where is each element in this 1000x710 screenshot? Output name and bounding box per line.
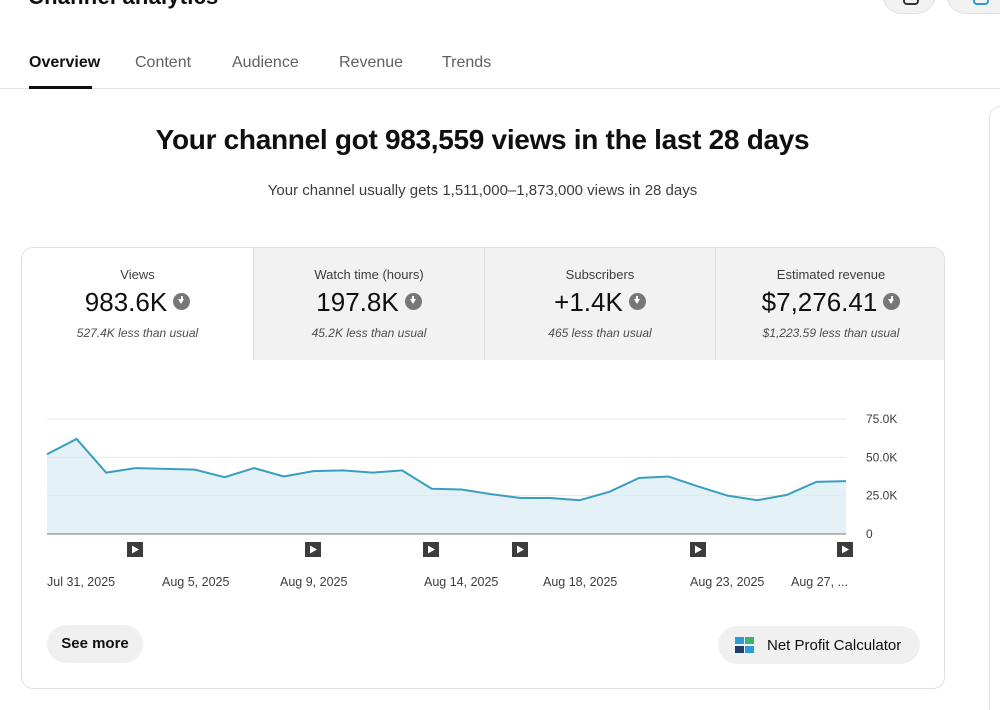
data-point[interactable] bbox=[518, 496, 522, 500]
metric-label: Estimated revenue bbox=[776, 267, 886, 282]
metric-value: 197.8K bbox=[254, 287, 484, 318]
arrow-down-circle-icon bbox=[883, 292, 901, 310]
data-point[interactable] bbox=[785, 493, 789, 497]
side-panel-edge bbox=[989, 106, 1000, 710]
x-tick-label: Aug 27, ... bbox=[791, 575, 848, 589]
views-typical-range: Your channel usually gets 1,511,000–1,87… bbox=[267, 182, 698, 199]
see-more-button[interactable]: See more bbox=[47, 625, 143, 663]
views-series-line[interactable] bbox=[46, 437, 847, 502]
metric-tab-subscribers[interactable]: Subscribers +1.4K 465 less than usual bbox=[484, 248, 715, 360]
tab-content[interactable]: Content bbox=[135, 54, 192, 71]
y-tick-label: 0 bbox=[866, 527, 873, 541]
views-chart: 0 25.0K 50.0K 75.0K bbox=[45, 412, 897, 557]
x-tick-label: Aug 5, 2025 bbox=[162, 575, 230, 589]
data-point[interactable] bbox=[755, 498, 759, 502]
arrow-down-circle-icon bbox=[628, 292, 646, 310]
tab-bar: Overview Content Audience Revenue Trends bbox=[0, 40, 1000, 89]
metric-tab-estimated-revenue[interactable]: Estimated revenue $7,276.41 $1,223.59 le… bbox=[715, 248, 944, 360]
x-tick-label: Aug 23, 2025 bbox=[690, 575, 765, 589]
x-tick-label: Aug 9, 2025 bbox=[280, 575, 348, 589]
data-point[interactable] bbox=[666, 475, 670, 479]
data-point[interactable] bbox=[400, 468, 404, 472]
views-headline: Your channel got 983,559 views in the la… bbox=[155, 124, 810, 155]
data-point[interactable] bbox=[696, 484, 700, 488]
overview-card: Views 983.6K 527.4K less than usual Watc… bbox=[21, 247, 945, 689]
top-action-button[interactable] bbox=[946, 0, 1000, 14]
net-profit-calculator-button[interactable]: Net Profit Calculator bbox=[718, 626, 920, 664]
metric-note: 527.4K less than usual bbox=[76, 326, 199, 340]
video-published-play-icon[interactable] bbox=[837, 542, 853, 557]
data-point[interactable] bbox=[578, 498, 582, 502]
metric-tabs: Views 983.6K 527.4K less than usual Watc… bbox=[22, 248, 944, 360]
x-tick-label: Jul 31, 2025 bbox=[47, 575, 116, 589]
data-point[interactable] bbox=[104, 471, 108, 475]
views-area-fill bbox=[47, 438, 846, 534]
data-point[interactable] bbox=[252, 466, 256, 470]
metric-value: $7,276.41 bbox=[716, 287, 944, 318]
data-point[interactable] bbox=[341, 468, 345, 472]
data-point[interactable] bbox=[163, 467, 167, 471]
data-point[interactable] bbox=[193, 468, 197, 472]
metric-note: 465 less than usual bbox=[548, 326, 652, 340]
metric-label: Watch time (hours) bbox=[314, 267, 424, 282]
metric-note: 45.2K less than usual bbox=[311, 326, 427, 340]
tab-revenue[interactable]: Revenue bbox=[339, 54, 404, 71]
top-action-button[interactable] bbox=[882, 0, 936, 14]
data-point[interactable] bbox=[223, 475, 227, 479]
data-point[interactable] bbox=[844, 479, 848, 483]
video-published-play-icon[interactable] bbox=[512, 542, 528, 557]
data-point[interactable] bbox=[814, 480, 818, 484]
data-point[interactable] bbox=[75, 437, 79, 441]
metric-tab-views[interactable]: Views 983.6K 527.4K less than usual bbox=[22, 248, 253, 360]
data-point[interactable] bbox=[726, 494, 730, 498]
camera-icon bbox=[903, 0, 919, 5]
tab-trends[interactable]: Trends bbox=[442, 54, 492, 71]
app-icon bbox=[973, 0, 989, 5]
net-profit-label: Net Profit Calculator bbox=[767, 637, 902, 654]
y-tick-label: 50.0K bbox=[866, 450, 897, 464]
y-tick-label: 75.0K bbox=[866, 412, 897, 426]
metric-value: +1.4K bbox=[485, 287, 715, 318]
data-point[interactable] bbox=[637, 476, 641, 480]
metric-value: 983.6K bbox=[22, 287, 253, 318]
net-profit-logo-icon bbox=[735, 637, 754, 653]
x-tick-label: Aug 14, 2025 bbox=[424, 575, 499, 589]
y-tick-label: 25.0K bbox=[866, 489, 897, 503]
metric-tab-watch-time[interactable]: Watch time (hours) 197.8K 45.2K less tha… bbox=[253, 248, 484, 360]
active-tab-indicator bbox=[29, 86, 92, 89]
metric-note: $1,223.59 less than usual bbox=[762, 326, 900, 340]
metric-label: Views bbox=[120, 267, 155, 282]
video-published-play-icon[interactable] bbox=[305, 542, 321, 557]
data-point[interactable] bbox=[607, 490, 611, 494]
video-published-play-icon[interactable] bbox=[690, 542, 706, 557]
data-point[interactable] bbox=[311, 469, 315, 473]
data-point[interactable] bbox=[282, 475, 286, 479]
data-point[interactable] bbox=[430, 487, 434, 491]
data-point[interactable] bbox=[371, 471, 375, 475]
data-point[interactable] bbox=[459, 488, 463, 492]
video-published-play-icon[interactable] bbox=[127, 542, 143, 557]
arrow-down-circle-icon bbox=[404, 292, 422, 310]
data-point[interactable] bbox=[548, 496, 552, 500]
x-tick-label: Aug 18, 2025 bbox=[543, 575, 618, 589]
data-point[interactable] bbox=[134, 466, 138, 470]
tab-audience[interactable]: Audience bbox=[232, 54, 299, 71]
page-title: Channel analytics bbox=[28, 0, 218, 10]
arrow-down-circle-icon bbox=[173, 292, 191, 310]
data-point[interactable] bbox=[45, 452, 49, 456]
video-published-play-icon[interactable] bbox=[423, 542, 439, 557]
metric-label: Subscribers bbox=[565, 267, 635, 282]
data-point[interactable] bbox=[489, 492, 493, 496]
tab-overview[interactable]: Overview bbox=[29, 54, 101, 71]
